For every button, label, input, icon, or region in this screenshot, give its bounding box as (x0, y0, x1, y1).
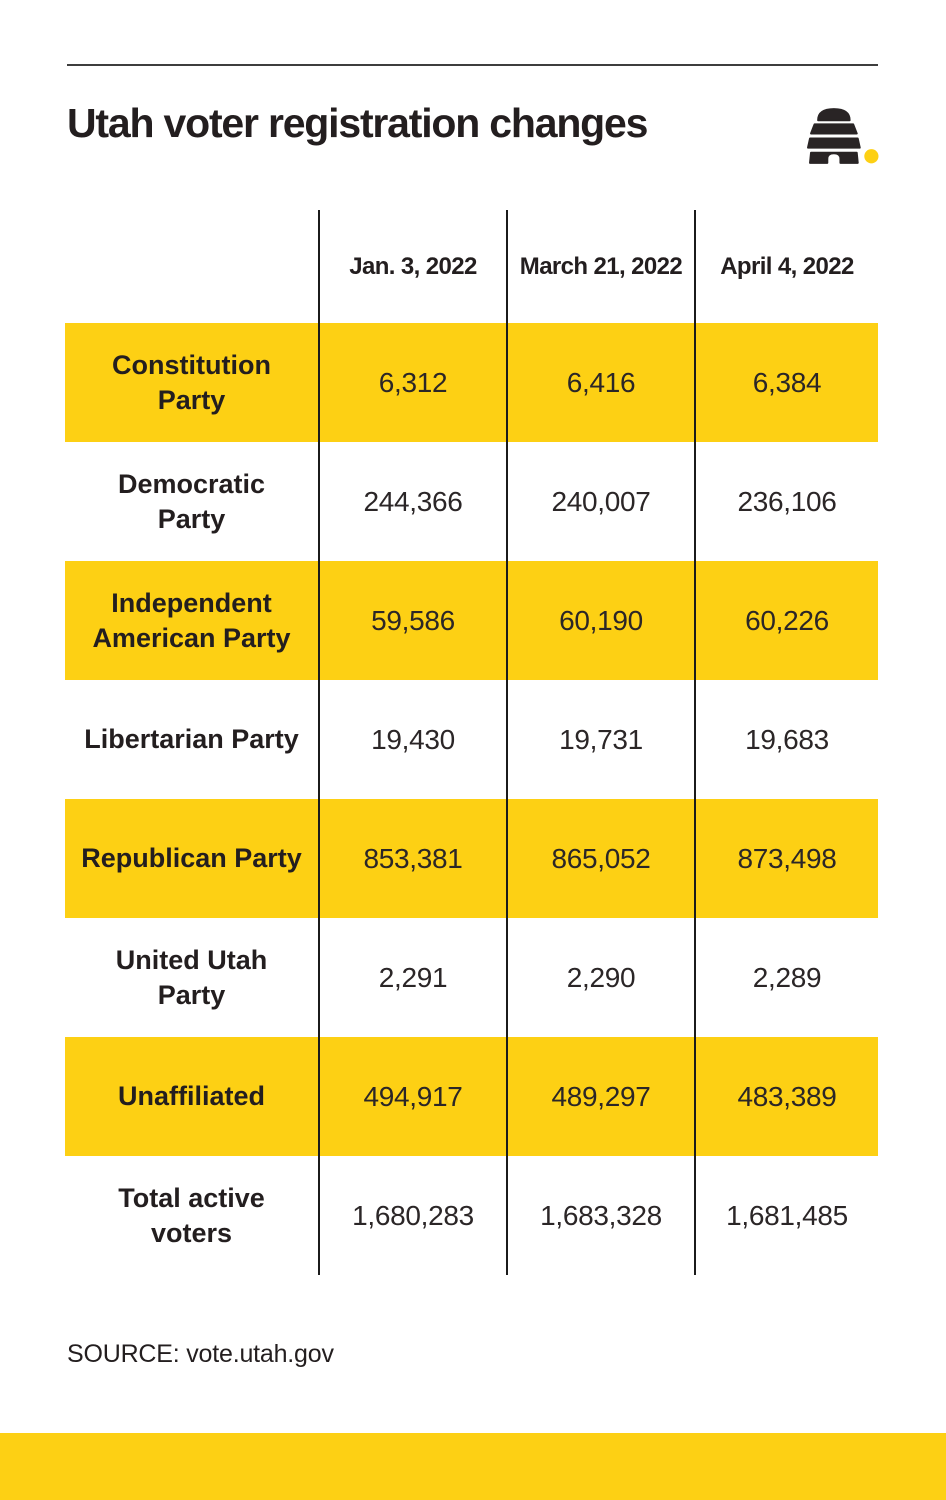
row-label: Independent American Party (65, 561, 318, 680)
cell-value: 1,680,283 (318, 1156, 506, 1275)
cell-value: 2,289 (694, 918, 878, 1037)
cell-value: 19,683 (694, 680, 878, 799)
cell-value: 873,498 (694, 799, 878, 918)
cell-value: 244,366 (318, 442, 506, 561)
cell-value: 494,917 (318, 1037, 506, 1156)
cell-value: 1,681,485 (694, 1156, 878, 1275)
row-label: Unaffiliated (65, 1037, 318, 1156)
cell-value: 6,416 (506, 323, 694, 442)
cell-value: 2,290 (506, 918, 694, 1037)
cell-value: 1,683,328 (506, 1156, 694, 1275)
source-text: SOURCE: vote.utah.gov (67, 1340, 334, 1368)
top-rule (67, 64, 878, 66)
cell-value: 483,389 (694, 1037, 878, 1156)
column-header: April 4, 2022 (694, 210, 878, 323)
cell-value: 60,226 (694, 561, 878, 680)
cell-value: 2,291 (318, 918, 506, 1037)
footer-bar (0, 1433, 946, 1500)
row-label: Total active voters (118, 1182, 265, 1248)
row-label: Democratic Party (117, 468, 266, 534)
row-label: United Utah Party (115, 944, 268, 1010)
cell-value: 19,430 (318, 680, 506, 799)
beehive-logo (807, 108, 879, 164)
cell-value: 6,312 (318, 323, 506, 442)
voter-registration-table: Jan. 3, 2022 March 21, 2022 April 4, 2022 C… (65, 210, 878, 1275)
cell-value: 489,297 (506, 1037, 694, 1156)
cell-value: 6,384 (694, 323, 878, 442)
row-label: Constitution Party (65, 323, 318, 442)
cell-value: 865,052 (506, 799, 694, 918)
column-header: March 21, 2022 (506, 210, 694, 323)
cell-value: 19,731 (506, 680, 694, 799)
cell-value: 853,381 (318, 799, 506, 918)
header-empty-cell (65, 210, 318, 323)
cell-value: 60,190 (506, 561, 694, 680)
page-title: Utah voter registration changes (67, 100, 648, 146)
header: Utah voter registration changes (67, 100, 879, 164)
column-header: Jan. 3, 2022 (318, 210, 506, 323)
row-label: Republican Party (65, 799, 318, 918)
cell-value: 240,007 (506, 442, 694, 561)
row-label: Libertarian Party (84, 724, 299, 755)
cell-value: 59,586 (318, 561, 506, 680)
cell-value: 236,106 (694, 442, 878, 561)
